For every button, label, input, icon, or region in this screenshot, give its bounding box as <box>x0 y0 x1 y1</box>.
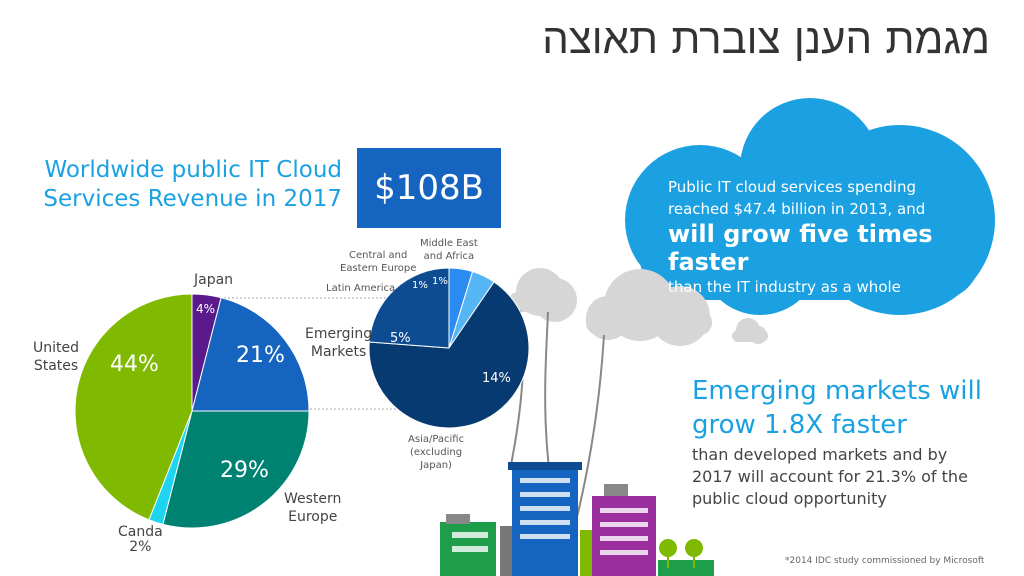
value-label-latin-america: 1% <box>412 280 428 291</box>
cloud-text-emphasis: will grow five times faster <box>668 220 933 276</box>
label-mea-line2: and Africa <box>423 251 475 262</box>
cloud-text-line3: than the IT industry as a whole <box>668 278 901 296</box>
label-western-line2: Europe <box>288 509 338 525</box>
cloud-text-line2: reached $47.4 billion in 2013, and <box>668 200 926 218</box>
revenue-label-line1: Worldwide public IT Cloud <box>44 157 342 183</box>
footnote: *2014 IDC study commissioned by Microsof… <box>785 556 985 566</box>
label-western-europe: Western Europe <box>284 490 341 526</box>
label-middle-east-africa: Middle East and Africa <box>420 237 478 263</box>
value-label-japan: 4% <box>196 302 216 316</box>
value-label-central-eastern-europe: 5% <box>390 331 411 346</box>
pie-slice-central-and-eastern-europe <box>368 267 450 349</box>
label-emerging-markets: Emerging Markets <box>305 325 372 361</box>
grey-cloud-large-icon <box>586 269 712 346</box>
value-label-united-states: 44% <box>110 352 159 377</box>
grey-cloud-icon <box>508 268 577 322</box>
label-united-states: United States <box>33 339 79 375</box>
label-apac-line2: (excluding <box>410 447 463 458</box>
label-emerging-line2: Markets <box>310 344 367 360</box>
label-apac-line3: Japan) <box>420 460 452 471</box>
label-latin-america: Latin America <box>326 283 396 294</box>
label-canda-name: Canda <box>118 524 163 540</box>
emerging-body: than developed markets and by 2017 will … <box>692 445 968 508</box>
trees-icon <box>659 539 703 568</box>
pie-slice-united-states <box>74 293 193 521</box>
revenue-label-line2: Services Revenue in 2017 <box>43 186 342 212</box>
label-asia-pacific: Asia/Pacific (excluding Japan) <box>408 433 464 472</box>
emerging-heading-line2: grow 1.8X faster <box>692 410 907 440</box>
revenue-label: Worldwide public IT Cloud Services Reven… <box>36 156 342 214</box>
label-us-line1: United <box>33 340 79 356</box>
pie-slice-asia-pacific-excluding-japan <box>368 281 530 429</box>
pie-chart-emerging-markets <box>368 267 530 429</box>
emerging-heading: Emerging markets will grow 1.8X faster <box>692 374 1012 442</box>
cloud-callout: Public IT cloud services spending reache… <box>668 176 988 298</box>
label-emerging-line1: Emerging <box>305 326 373 342</box>
label-cee-line1: Central and <box>348 250 408 261</box>
value-label-western-europe: 29% <box>220 458 269 483</box>
pie-chart-revenue-by-region <box>74 293 310 529</box>
tiny-cloud-icon <box>732 318 768 344</box>
label-us-line2: States <box>33 358 79 374</box>
big-cloud-icon <box>625 98 995 315</box>
value-label-asia-pacific: 14% <box>482 371 511 386</box>
label-japan: Japan <box>194 272 234 288</box>
label-mea-line1: Middle East <box>420 238 478 249</box>
label-western-line1: Western <box>284 491 342 507</box>
pie-slice-emerging-markets <box>191 297 310 412</box>
label-central-eastern-europe: Central and Eastern Europe <box>340 249 416 275</box>
page-title: מגמת הענן צוברת תאוצה <box>542 14 990 63</box>
label-apac-line1: Asia/Pacific <box>408 434 465 445</box>
buildings-icon <box>440 462 714 576</box>
pie-slice-western-europe <box>162 410 310 529</box>
cloud-text-line1: Public IT cloud services spending <box>668 178 917 196</box>
label-canda-value: 2% <box>129 539 152 555</box>
revenue-value-box: $108B <box>357 148 501 228</box>
emerging-heading-line1: Emerging markets will <box>692 376 982 406</box>
label-cee-line2: Eastern Europe <box>340 263 417 274</box>
value-label-emerging: 21% <box>236 343 285 368</box>
value-label-middle-east-africa: 1% <box>432 276 448 287</box>
label-canda: Canda 2% <box>118 525 163 555</box>
